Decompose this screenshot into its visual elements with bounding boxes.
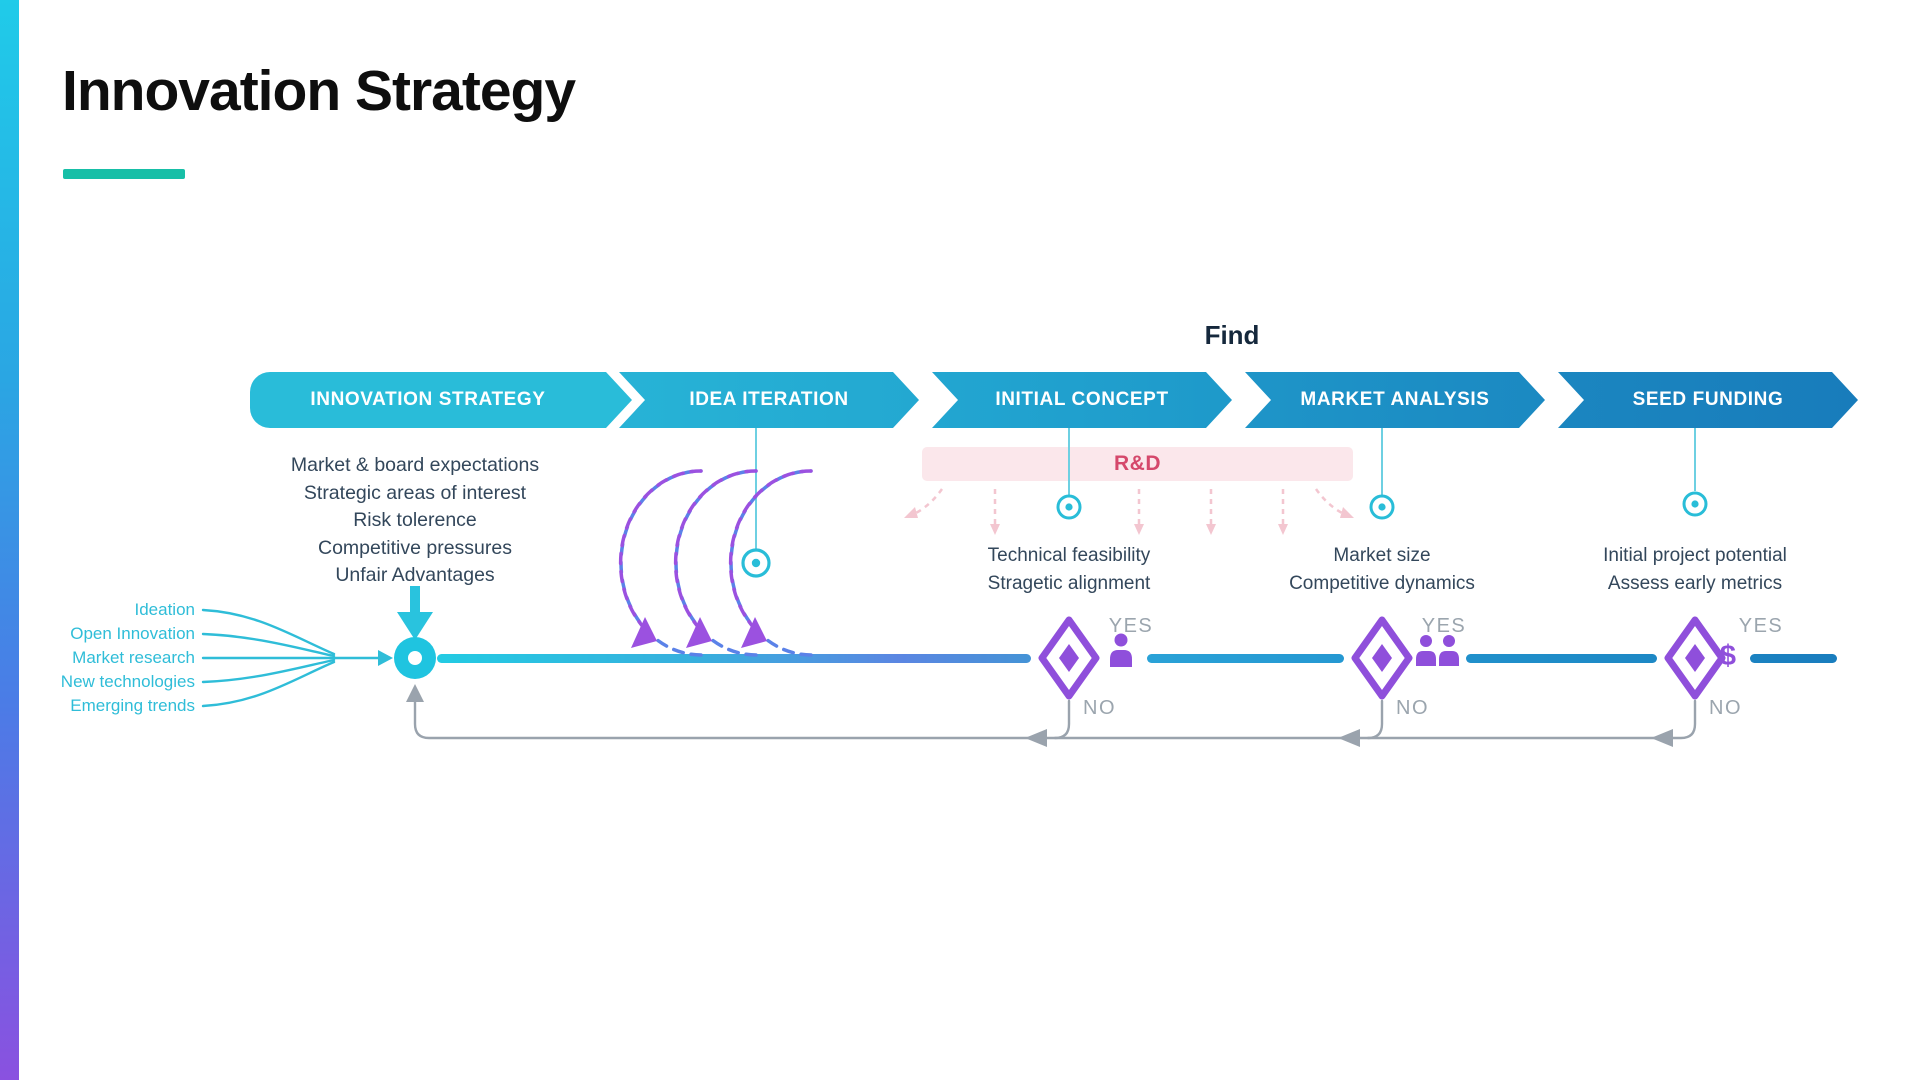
- no-return-arrowheads: [406, 684, 1673, 747]
- no-label: NO: [1396, 697, 1429, 719]
- title-underline: [63, 169, 185, 179]
- list-item: Strategic areas of interest: [303, 481, 527, 504]
- person-icon: [1110, 633, 1132, 667]
- criteria-line: Initial project potential: [1603, 545, 1787, 566]
- yes-label: YES: [1108, 615, 1154, 637]
- criteria-line: Technical feasibility: [987, 545, 1151, 566]
- list-item: Risk tolerence: [353, 509, 477, 531]
- criteria-market-analysis: Market size Competitive dynamics: [1212, 542, 1552, 598]
- criteria-seed-funding: Initial project potential Assess early m…: [1525, 542, 1865, 598]
- criteria-initial-concept: Technical feasibility Stragetic alignmen…: [899, 542, 1239, 598]
- no-label: NO: [1709, 697, 1742, 719]
- rd-banner: R&D: [922, 447, 1353, 481]
- list-item: Market & board expectations: [290, 454, 540, 476]
- timeline-segment: [1147, 653, 1344, 663]
- convergence-arrowhead: [378, 650, 393, 666]
- stage-chevron-market-analysis: MARKET ANALYSIS: [1245, 372, 1545, 428]
- decision-diamond-icon: [1038, 616, 1100, 700]
- stage-chevron-seed-funding: SEED FUNDING: [1558, 372, 1858, 428]
- dollar-icon: $: [1719, 640, 1737, 672]
- stage-label: INITIAL CONCEPT: [995, 389, 1169, 410]
- slide-accent-bar: [0, 0, 19, 1080]
- list-item: Competitive pressures: [318, 536, 512, 559]
- find-label: Find: [1204, 320, 1260, 350]
- timeline-segment: [437, 653, 1031, 663]
- criteria-line: Market size: [1333, 545, 1431, 566]
- timeline-segment: [1466, 653, 1657, 663]
- no-return-path: [413, 699, 1697, 740]
- down-arrow-icon: [397, 586, 433, 640]
- idea-source-label: Ideation: [134, 600, 196, 619]
- yes-label: YES: [1421, 615, 1467, 637]
- criteria-line: Competitive dynamics: [1289, 573, 1475, 594]
- decision-diamond-icon: [1351, 616, 1413, 700]
- stage-label: INNOVATION STRATEGY: [310, 389, 546, 410]
- idea-source-label: Emerging trends: [70, 696, 195, 715]
- stage-chevron-initial-concept: INITIAL CONCEPT: [932, 372, 1232, 428]
- idea-source-label: Market research: [72, 648, 195, 667]
- people-icon: [1416, 635, 1459, 666]
- idea-source-label: New technologies: [60, 672, 195, 691]
- idea-source-label: Open Innovation: [70, 624, 195, 643]
- no-label: NO: [1083, 697, 1116, 719]
- list-item: Unfair Advantages: [335, 564, 495, 586]
- iteration-loop-arrowheads: [631, 617, 767, 648]
- yes-label: YES: [1738, 615, 1784, 637]
- criteria-line: Stragetic alignment: [987, 573, 1151, 594]
- timeline-segment: [1750, 653, 1837, 663]
- stage-label: IDEA ITERATION: [689, 389, 849, 410]
- page-title: Innovation Strategy: [62, 59, 576, 123]
- stage-chevron-idea-iteration: IDEA ITERATION: [619, 372, 919, 428]
- iteration-loops: [618, 469, 813, 657]
- rd-dashed-arrowheads: [904, 507, 1354, 535]
- rd-dashed-arrows: [913, 488, 1345, 524]
- stage-label: MARKET ANALYSIS: [1300, 389, 1490, 410]
- source-convergence-lines: [201, 608, 381, 708]
- stage-label: SEED FUNDING: [1632, 389, 1784, 410]
- stage-chevron-innovation-strategy: INNOVATION STRATEGY: [250, 372, 632, 428]
- criteria-line: Assess early metrics: [1607, 573, 1783, 594]
- start-node-icon: [394, 637, 436, 679]
- strategy-considerations-list: Market & board expectations Strategic ar…: [245, 452, 585, 590]
